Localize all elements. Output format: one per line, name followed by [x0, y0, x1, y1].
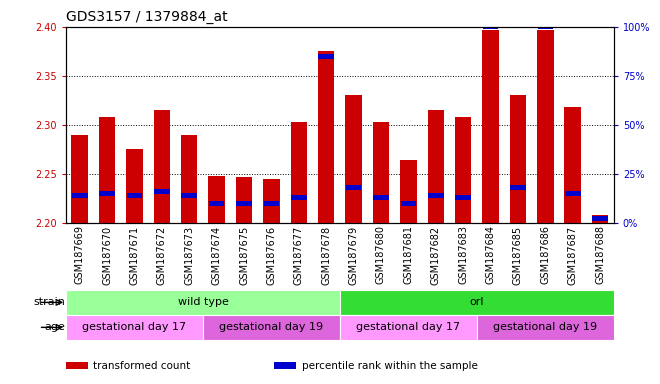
Text: orl: orl — [470, 297, 484, 308]
Bar — [477, 315, 614, 340]
Bar — [373, 195, 389, 200]
Bar — [236, 201, 252, 205]
Bar — [274, 362, 296, 369]
Bar — [482, 30, 499, 223]
Bar — [236, 177, 252, 223]
Bar — [263, 201, 279, 205]
Bar — [263, 179, 280, 223]
Bar — [72, 193, 88, 198]
Bar — [537, 25, 553, 29]
Text: strain: strain — [34, 297, 65, 308]
Bar — [482, 25, 498, 29]
Bar — [66, 290, 340, 315]
Bar — [209, 176, 225, 223]
Bar — [428, 193, 444, 198]
Bar — [455, 195, 471, 200]
Bar — [428, 110, 444, 223]
Bar — [565, 191, 581, 196]
Bar — [318, 54, 334, 59]
Bar — [455, 117, 471, 223]
Bar — [66, 315, 203, 340]
Bar — [127, 193, 143, 198]
Bar — [66, 362, 88, 369]
Bar — [290, 122, 307, 223]
Bar — [99, 117, 116, 223]
Bar — [340, 290, 614, 315]
Bar — [318, 51, 335, 223]
Bar — [291, 195, 307, 200]
Bar — [99, 191, 115, 196]
Bar — [154, 110, 170, 223]
Bar — [537, 30, 554, 223]
Bar — [345, 95, 362, 223]
Bar — [71, 134, 88, 223]
Text: percentile rank within the sample: percentile rank within the sample — [302, 361, 477, 371]
Bar — [401, 201, 416, 205]
Bar — [154, 189, 170, 194]
Text: age: age — [44, 322, 65, 333]
Bar — [209, 201, 224, 205]
Bar — [203, 315, 340, 340]
Bar — [564, 107, 581, 223]
Text: gestational day 19: gestational day 19 — [493, 322, 597, 333]
Bar — [181, 134, 197, 223]
Text: wild type: wild type — [178, 297, 228, 308]
Bar — [346, 185, 362, 190]
Text: GDS3157 / 1379884_at: GDS3157 / 1379884_at — [66, 10, 228, 25]
Bar — [510, 185, 526, 190]
Bar — [510, 95, 526, 223]
Bar — [182, 193, 197, 198]
Bar — [126, 149, 143, 223]
Text: transformed count: transformed count — [94, 361, 191, 371]
Bar — [592, 216, 608, 221]
Text: gestational day 19: gestational day 19 — [219, 322, 323, 333]
Text: gestational day 17: gestational day 17 — [356, 322, 461, 333]
Bar — [592, 215, 609, 223]
Bar — [400, 160, 416, 223]
Bar — [340, 315, 477, 340]
Text: gestational day 17: gestational day 17 — [82, 322, 187, 333]
Bar — [373, 122, 389, 223]
